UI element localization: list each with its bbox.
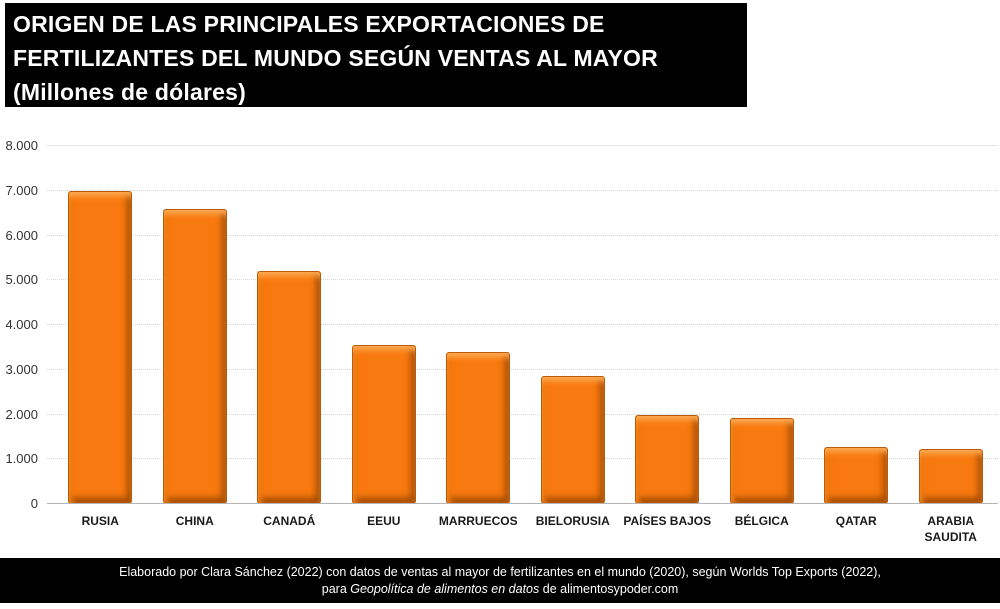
y-tick-label-7000: 7.000: [5, 182, 38, 198]
y-tick-label-8000: 8.000: [5, 138, 38, 153]
chart-title-line-1: ORIGEN DE LAS PRINCIPALES EXPORTACIONES …: [13, 11, 605, 37]
bar-slot-marruecos: [431, 146, 526, 504]
bar-paises-bajos: [635, 414, 700, 504]
bar-slot-canada: [242, 146, 337, 504]
chart-title-line-2: FERTILIZANTES DEL MUNDO SEGÚN VENTAS AL …: [13, 45, 658, 71]
bar-slot-bielorusia: [526, 146, 621, 504]
bar-slot-belgica: [715, 146, 810, 504]
x-label-belgica: BÉLGICA: [734, 514, 789, 528]
x-label-rusia: RUSIA: [81, 514, 119, 528]
x-axis-labels: RUSIA CHINA CANADÁ EEUU MARRUECOS BIELORUSIA P…: [53, 513, 998, 545]
x-label-canada: CANADÁ: [263, 514, 316, 528]
bar-slot-paises-bajos: [620, 146, 715, 504]
bar-china: [162, 208, 227, 504]
gridline-8000: [47, 145, 998, 146]
gridline-2000: [47, 413, 998, 415]
y-tick-label-5000: 5.000: [5, 272, 38, 288]
y-tick-label-1000: 1.000: [5, 451, 38, 467]
gridline-5000: [47, 279, 998, 281]
y-tick-label-3000: 3.000: [5, 361, 38, 377]
bar-slot-eeuu: [337, 146, 432, 504]
gridline-3000: [47, 368, 998, 370]
gridline-1000: [47, 458, 998, 460]
x-label-qatar: QATAR: [835, 514, 877, 528]
y-tick-label-2000: 2.000: [5, 406, 38, 422]
gridline-7000: [47, 189, 998, 191]
bar-slot-rusia: [53, 146, 148, 504]
plot-area: 0 1.000 2.000 3.000 4.000 5.000 6.000 7.000 8.00…: [5, 138, 998, 511]
footer-line-2-suffix: de alimentosypoder.com: [539, 582, 679, 596]
x-label-bielorusia: BIELORUSIA: [535, 514, 610, 528]
bar-slot-qatar: [809, 146, 904, 504]
bar-marruecos: [446, 352, 511, 504]
bar-slot-china: [148, 146, 243, 504]
y-tick-label-6000: 6.000: [5, 227, 38, 243]
x-axis-line: [47, 503, 998, 504]
footer-line-1: Elaborado por Clara Sánchez (2022) con d…: [119, 565, 881, 579]
x-label-paises-bajos: PAÍSES BAJOS: [623, 514, 712, 528]
x-label-arabia-saudita: ARABIA SAUDITA: [924, 514, 977, 544]
x-label-eeuu: EEUU: [367, 514, 401, 528]
bar-slot-arabia-saudita: [904, 146, 999, 504]
gridline-4000: [47, 324, 998, 325]
footer-line-2-italic: Geopolítica de alimentos en datos: [350, 582, 540, 596]
bar-canada: [257, 271, 322, 504]
bar-eeuu: [351, 344, 416, 504]
x-label-china: CHINA: [175, 514, 214, 528]
y-tick-label-0: 0: [30, 496, 38, 511]
bar-series: [53, 146, 998, 504]
chart-title-units: (Millones de dólares): [13, 79, 246, 105]
gridline-6000: [47, 234, 998, 236]
bar-bielorusia: [540, 375, 605, 504]
chart-title-box: ORIGEN DE LAS PRINCIPALES EXPORTACIONES …: [5, 3, 747, 107]
x-label-marruecos: MARRUECOS: [438, 514, 518, 528]
bar-belgica: [729, 417, 794, 504]
bar-rusia: [68, 191, 133, 504]
bar-arabia-saudita: [918, 449, 983, 504]
y-tick-label-4000: 4.000: [5, 317, 38, 332]
footer-line-2: para Geopolítica de alimentos en datos d…: [0, 581, 1000, 598]
bar-qatar: [824, 447, 889, 504]
footer-line-2-prefix: para: [321, 582, 351, 596]
source-footer: Elaborado por Clara Sánchez (2022) con d…: [0, 558, 1000, 603]
